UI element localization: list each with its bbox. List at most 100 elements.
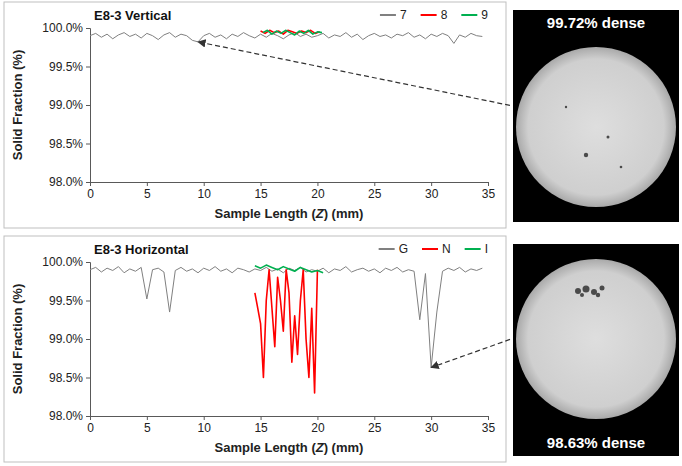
legend-item: 7	[380, 8, 407, 22]
x-tick: 0	[87, 416, 94, 435]
legend-label: I	[485, 242, 488, 256]
legend-label: N	[442, 242, 451, 256]
y-tick-label: 99.5%	[49, 60, 83, 74]
x-tick: 30	[425, 416, 439, 435]
chart-svg: 0 5 10 15 20 25 30 35 98.0% 98.5% 99.0% 99.5% 100.0%…	[0, 0, 682, 466]
y-tick-label: 100.0%	[42, 21, 83, 35]
y-tick-mark	[86, 182, 90, 183]
y-tick-label: 98.0%	[49, 409, 83, 423]
legend-item: 8	[421, 8, 448, 22]
x-tick: 15	[254, 182, 268, 201]
series-group	[90, 265, 482, 393]
x-tick-mark	[261, 416, 262, 420]
x-axis: 05101520253035	[87, 416, 495, 435]
legend-swatch	[421, 14, 437, 16]
legend-item: 9	[461, 8, 488, 22]
annotation-text: 98.63% dense	[547, 434, 645, 451]
y-axis-line	[86, 263, 91, 417]
x-tick-mark	[204, 416, 205, 420]
panel-frame	[4, 2, 506, 228]
y-tick-mark	[86, 67, 90, 68]
annotation: 99.72% dense	[198, 10, 679, 222]
y-tick-mark	[86, 262, 90, 263]
y-tick: 98.0%	[49, 175, 90, 189]
legend-label: 8	[441, 8, 448, 22]
y-axis-title: Solid Fraction (%)	[10, 50, 25, 161]
x-tick-mark	[374, 416, 375, 420]
chart-panel: 0510152025303598.0%98.5%99.0%99.5%100.0%…	[4, 236, 506, 462]
pore	[575, 288, 581, 294]
y-tick: 99.0%	[49, 332, 90, 346]
y-tick: 98.0%	[49, 409, 90, 423]
y-tick-mark	[86, 28, 90, 29]
pore	[600, 286, 605, 291]
y-axis: 98.0% 98.5% 99.0% 99.5% 100.0%	[42, 21, 90, 189]
ct-cross-section	[516, 47, 676, 207]
y-tick-label: 99.5%	[49, 294, 83, 308]
x-tick-label: 0	[87, 187, 94, 201]
x-axis: 0 5 10 15 20 25 30 35	[87, 182, 495, 201]
x-tick: 20	[311, 182, 325, 201]
pore	[565, 106, 567, 108]
x-tick-mark	[431, 416, 432, 420]
y-tick-mark	[86, 105, 90, 106]
x-tick-label: 0	[87, 421, 94, 435]
x-tick: 20	[311, 416, 325, 435]
y-tick-label: 98.0%	[49, 175, 83, 189]
pore	[583, 286, 590, 293]
x-tick-mark	[374, 182, 375, 186]
x-tick-label: 25	[368, 421, 382, 435]
y-tick-label: 98.5%	[49, 371, 83, 385]
x-tick: 35	[482, 416, 496, 435]
y-tick: 99.5%	[49, 294, 90, 308]
x-tick: 0	[87, 182, 94, 201]
x-tick: 10	[198, 416, 212, 435]
x-tick-mark	[147, 182, 148, 186]
series-line	[255, 270, 318, 393]
x-tick-label: 10	[198, 187, 212, 201]
y-tick: 99.0%	[49, 98, 90, 112]
annotation-text: 99.72% dense	[547, 14, 645, 31]
x-tick: 30	[425, 182, 439, 201]
x-tick-label: 35	[482, 421, 496, 435]
x-tick-mark	[317, 416, 318, 420]
x-tick-label: 35	[482, 187, 496, 201]
ct-image-frame	[513, 244, 679, 456]
x-tick-label: 5	[144, 421, 151, 435]
x-tick-label: 15	[254, 187, 268, 201]
y-tick-mark	[86, 378, 90, 379]
y-tick-label: 98.5%	[49, 137, 83, 151]
annotation: 98.63% dense	[431, 244, 679, 456]
x-tick: 5	[144, 182, 151, 201]
chart-panel: 0 5 10 15 20 25 30 35 98.0% 98.5% 99.0% 99.5% 100.0%…	[4, 2, 506, 228]
y-tick: 99.5%	[49, 60, 90, 74]
y-tick-mark	[86, 339, 90, 340]
y-tick-label: 99.0%	[49, 332, 83, 346]
legend-label: G	[399, 242, 408, 256]
legend-swatch	[461, 14, 477, 16]
x-tick: 35	[482, 182, 496, 201]
legend: 7 89	[380, 8, 488, 22]
x-tick-label: 5	[144, 187, 151, 201]
x-tick: 25	[368, 416, 382, 435]
x-axis-title: Sample Length (Z) (mm)	[215, 206, 364, 221]
y-axis-title: Solid Fraction (%)	[10, 284, 25, 395]
x-tick-mark	[488, 416, 489, 420]
series-group	[90, 30, 482, 43]
panel-frame	[4, 236, 506, 462]
chart-title: E8-3 Vertical	[94, 8, 171, 23]
legend: GNI	[379, 242, 488, 256]
x-tick-mark	[261, 182, 262, 186]
x-tick-label: 30	[425, 421, 439, 435]
legend-swatch	[379, 248, 395, 250]
y-tick-label: 100.0%	[42, 255, 83, 269]
pore	[620, 166, 623, 169]
y-tick-mark	[86, 301, 90, 302]
y-axis: 98.0% 98.5% 99.0% 99.5% 100.0%	[42, 255, 90, 423]
x-tick: 25	[368, 182, 382, 201]
y-tick: 98.5%	[49, 371, 90, 385]
x-tick-mark	[147, 416, 148, 420]
series-line	[255, 265, 323, 273]
y-tick: 100.0%	[42, 21, 90, 35]
pore	[584, 153, 588, 157]
